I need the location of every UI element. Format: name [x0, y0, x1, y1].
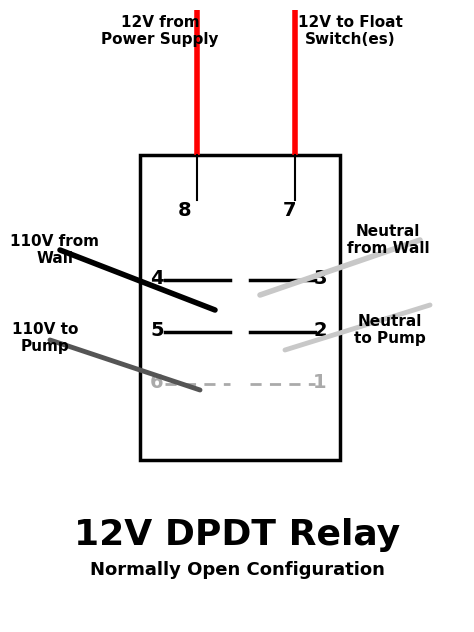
Text: 12V DPDT Relay: 12V DPDT Relay: [74, 518, 400, 552]
Text: 6: 6: [150, 374, 164, 392]
Text: Neutral
to Pump: Neutral to Pump: [354, 314, 426, 346]
Text: Normally Open Configuration: Normally Open Configuration: [90, 561, 384, 579]
Text: 7: 7: [283, 200, 297, 219]
Text: 12V to Float
Switch(es): 12V to Float Switch(es): [298, 15, 402, 47]
Text: 1: 1: [313, 374, 327, 392]
Text: 110V to
Pump: 110V to Pump: [12, 322, 78, 354]
Text: 2: 2: [313, 320, 327, 339]
Text: 8: 8: [178, 200, 192, 219]
Text: 4: 4: [150, 269, 164, 288]
Text: 110V from
Wall: 110V from Wall: [10, 234, 100, 266]
Text: 3: 3: [313, 269, 327, 288]
Text: Neutral
from Wall: Neutral from Wall: [346, 224, 429, 256]
Text: 12V from
Power Supply: 12V from Power Supply: [101, 15, 219, 47]
Bar: [140, 155, 340, 460]
Text: 5: 5: [150, 320, 164, 339]
